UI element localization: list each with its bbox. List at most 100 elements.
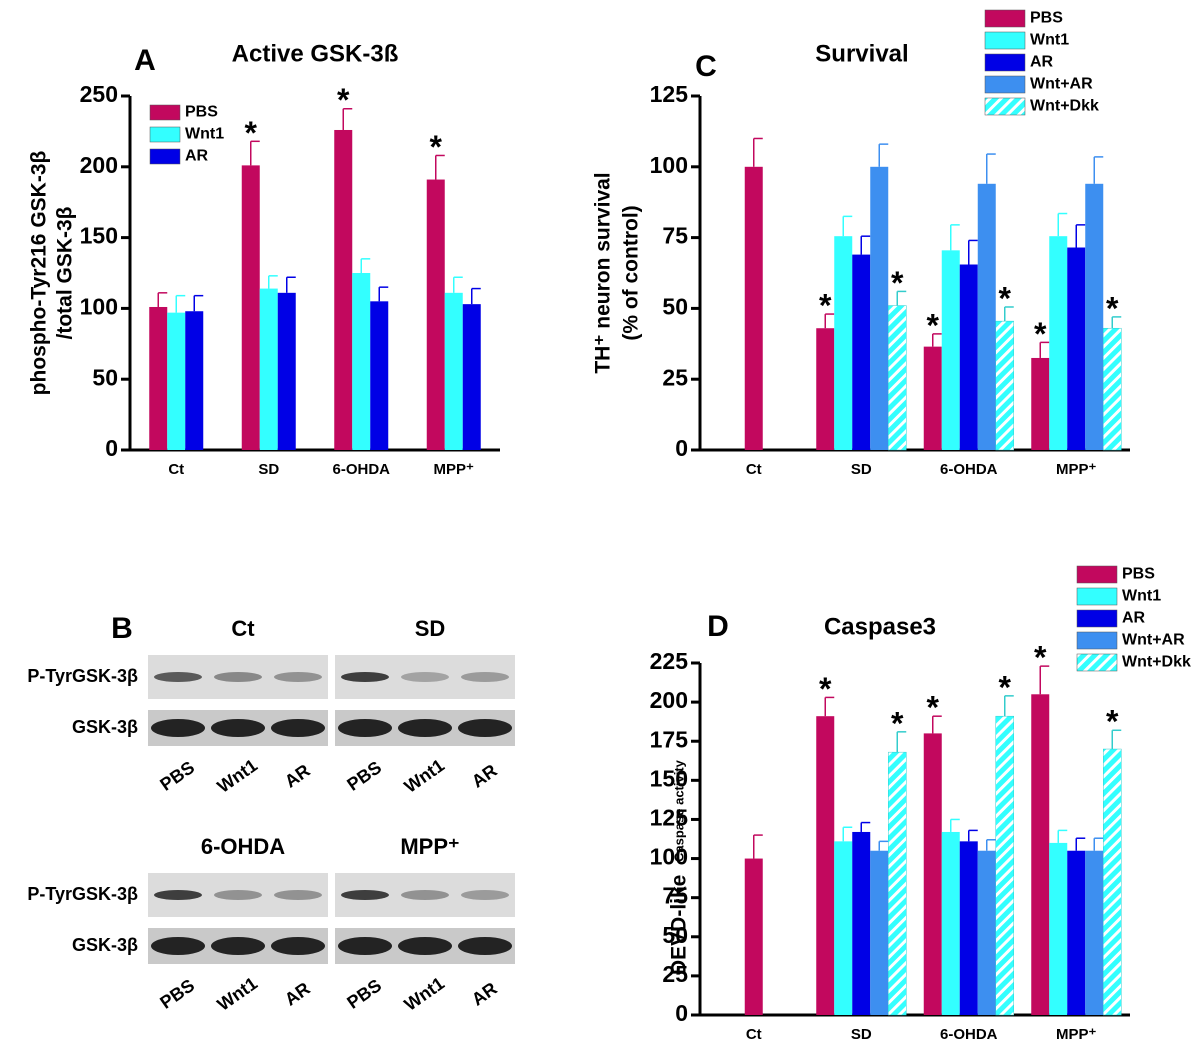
bar [259, 288, 278, 450]
bar [1085, 183, 1104, 451]
error-bar [435, 154, 445, 180]
error-bar [842, 215, 853, 237]
error-bar [193, 294, 204, 312]
bar [923, 733, 942, 1015]
legend-swatch [149, 126, 181, 143]
panel-letter: B [111, 612, 133, 645]
legend-swatch [149, 104, 181, 121]
legend-label: Wnt1 [185, 126, 224, 143]
blot-band [214, 890, 262, 900]
blot-row-label: GSK-3β [72, 935, 138, 955]
significance-star: * [891, 265, 904, 301]
significance-star: * [927, 690, 940, 726]
x-tick-label: Ct [746, 461, 762, 478]
error-bar [1057, 212, 1068, 237]
legend-swatch [984, 75, 1026, 94]
y-tick-label: 125 [650, 81, 689, 107]
bar [977, 850, 996, 1015]
y-tick-label: 50 [92, 364, 118, 390]
bar [834, 236, 853, 450]
bar [995, 715, 1014, 1016]
bar [167, 312, 186, 450]
error-bar [968, 829, 978, 842]
error-bar [286, 276, 296, 293]
bar [1103, 327, 1122, 451]
blot-band [271, 719, 325, 737]
blot-title: SD [415, 616, 446, 641]
legend-label: Wnt+Dkk [1122, 654, 1191, 671]
bar [816, 716, 835, 1015]
bar [834, 841, 853, 1015]
y-tick-label: 0 [675, 1000, 688, 1026]
significance-star: * [927, 307, 940, 343]
blot-band [398, 937, 452, 955]
bar [1031, 694, 1050, 1015]
bar [426, 179, 445, 450]
significance-star: * [337, 82, 350, 118]
error-bar [986, 153, 996, 184]
lane-label: AR [281, 760, 314, 791]
bar [977, 183, 996, 451]
bar [744, 858, 763, 1015]
legend-label: Wnt+AR [1122, 632, 1185, 649]
legend-label: Wnt+Dkk [1030, 98, 1099, 115]
error-bar [1039, 341, 1050, 358]
blot-title: 6-OHDA [201, 834, 285, 859]
y-tick-label: 200 [80, 152, 118, 178]
legend-label: PBS [1030, 10, 1063, 27]
y-tick-label: 175 [650, 726, 689, 752]
error-bar [360, 258, 371, 273]
y-tick-label: 200 [650, 687, 688, 713]
blot-band [458, 719, 512, 737]
legend-swatch [1076, 565, 1118, 584]
x-tick-label: Ct [746, 1026, 762, 1043]
error-bar [878, 840, 889, 851]
lane-label: PBS [343, 757, 385, 795]
y-tick-label: 250 [80, 81, 118, 107]
y-axis-label: DEVD-like [668, 875, 691, 975]
bar [277, 292, 296, 450]
bar [870, 166, 889, 451]
significance-star: * [999, 669, 1012, 705]
legend-label: PBS [185, 104, 218, 121]
significance-star: * [819, 671, 832, 707]
blot-band [338, 937, 392, 955]
bar [462, 304, 481, 450]
blot-band [211, 719, 265, 737]
error-bar [950, 818, 960, 832]
error-bar [1111, 729, 1122, 750]
error-bar [1075, 224, 1086, 248]
error-bar [1004, 695, 1014, 717]
y-axis-label: phospho-Tyr216 GSK-3β [28, 151, 51, 396]
error-bar [896, 731, 907, 753]
chart-title: Caspase3 [824, 613, 936, 640]
y-tick-label: 50 [662, 293, 688, 319]
error-bar [950, 224, 960, 251]
y-tick-label: 75 [662, 883, 688, 909]
bar [941, 831, 960, 1015]
error-bar [268, 275, 278, 289]
y-axis-label: /total GSK-3β [54, 206, 77, 339]
bar [995, 320, 1014, 451]
legend-swatch [984, 53, 1026, 72]
y-tick-label: 0 [675, 435, 688, 461]
y-tick-label: 25 [662, 961, 688, 987]
significance-star: * [999, 280, 1012, 316]
blot-band [274, 672, 322, 682]
error-bar [1093, 156, 1104, 184]
legend-label: PBS [1122, 566, 1155, 583]
blot-band [151, 719, 205, 737]
panel-letter: C [695, 50, 717, 83]
y-tick-label: 100 [650, 844, 688, 870]
error-bar [1004, 306, 1014, 322]
blot-band [398, 719, 452, 737]
blot-band [151, 937, 205, 955]
bar [352, 273, 371, 450]
blot-title: MPP⁺ [400, 834, 459, 859]
bar [1067, 850, 1086, 1015]
x-tick-label: 6-OHDA [332, 461, 390, 478]
bar [149, 306, 168, 450]
error-bar [932, 715, 942, 734]
bar [1049, 236, 1068, 450]
